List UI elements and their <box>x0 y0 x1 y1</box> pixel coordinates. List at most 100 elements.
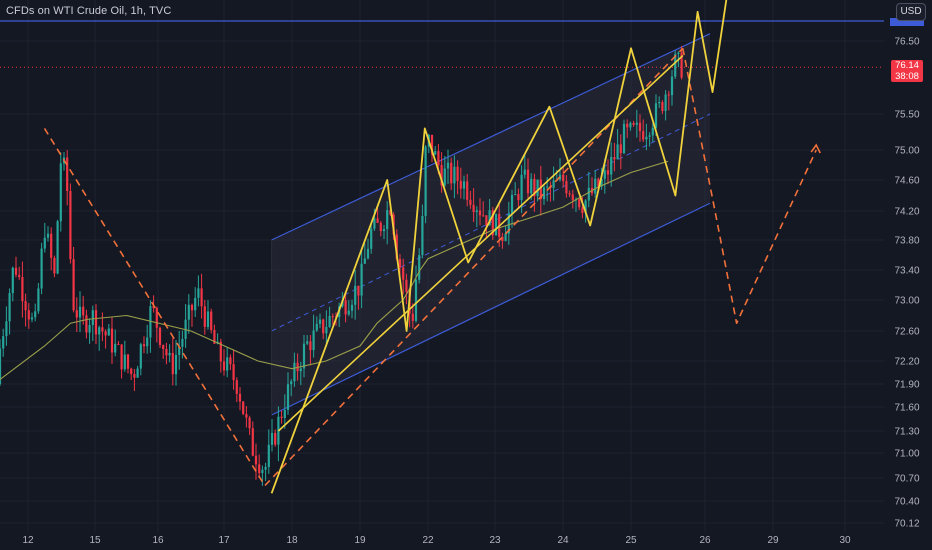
candle <box>469 191 472 209</box>
candle-body <box>200 288 203 307</box>
candle <box>72 246 75 313</box>
candle-body <box>562 174 565 182</box>
candle <box>667 90 670 111</box>
candle-body <box>123 354 126 370</box>
candle-body <box>510 194 514 214</box>
chart-title: CFDs on WTI Crude Oil, 1h, TVC <box>6 5 172 17</box>
candle <box>632 120 635 127</box>
candle-body <box>0 348 2 384</box>
candle <box>472 188 475 222</box>
y-tick-label: 73.80 <box>894 236 919 247</box>
candle <box>181 330 184 359</box>
candle <box>379 220 382 237</box>
candle-body <box>344 300 347 315</box>
candle <box>542 183 546 206</box>
candle <box>178 330 181 370</box>
candle <box>523 154 526 179</box>
candle <box>491 207 494 240</box>
candle <box>366 238 370 260</box>
candle-body <box>395 234 398 260</box>
candle <box>194 287 197 317</box>
candle <box>261 465 264 486</box>
candle-body <box>98 327 101 335</box>
x-tick-label: 15 <box>89 535 101 546</box>
candle <box>622 119 626 155</box>
candle-body <box>133 374 136 378</box>
candle-body <box>24 301 27 311</box>
x-tick-label: 12 <box>22 535 34 546</box>
candle <box>315 316 318 332</box>
candle <box>254 443 258 480</box>
candle <box>264 462 267 482</box>
candle-body <box>142 344 146 347</box>
candle-body <box>354 285 357 305</box>
candle-body <box>376 218 379 223</box>
candle-body <box>386 210 389 230</box>
candle-body <box>664 94 667 111</box>
candle <box>34 303 37 322</box>
candle-body <box>357 285 360 296</box>
candle-body <box>8 293 11 322</box>
candle <box>21 261 24 318</box>
currency-button[interactable]: USD <box>896 3 926 21</box>
candle-body <box>654 103 658 128</box>
candle <box>587 171 590 208</box>
candle-body <box>43 237 46 249</box>
candle <box>238 387 242 411</box>
candle-body <box>27 310 30 320</box>
candle <box>606 159 610 185</box>
candle <box>664 90 667 121</box>
candle-body <box>411 313 414 321</box>
candle-body <box>363 258 366 264</box>
x-tick-label: 19 <box>354 535 366 546</box>
candle <box>27 303 30 329</box>
candle <box>658 96 661 108</box>
candle-body <box>328 316 331 327</box>
candle-body <box>504 233 507 241</box>
candle <box>302 335 306 378</box>
candle <box>78 291 82 333</box>
candle <box>85 309 88 339</box>
candle <box>571 189 574 209</box>
candle-body <box>405 279 408 292</box>
candle-body <box>242 401 245 415</box>
x-tick-label: 29 <box>767 535 779 546</box>
candle <box>30 312 34 323</box>
candle <box>360 249 363 309</box>
candle-body <box>418 255 421 280</box>
candle-body <box>651 127 654 136</box>
candle-body <box>456 166 459 181</box>
candle <box>18 266 21 280</box>
x-tick-label: 17 <box>218 535 230 546</box>
candle-body <box>322 319 325 334</box>
candle <box>459 167 462 199</box>
candle-body <box>152 306 155 308</box>
y-tick-label: 75.50 <box>894 110 919 121</box>
candle <box>50 227 53 271</box>
candle-body <box>280 416 283 418</box>
candle-body <box>146 337 149 347</box>
candle-body <box>59 163 62 222</box>
x-tick-label: 16 <box>152 535 164 546</box>
candle-body <box>293 362 296 382</box>
candle <box>2 328 5 357</box>
candle-body <box>30 317 34 320</box>
candle-body <box>136 368 139 378</box>
candle <box>645 123 648 151</box>
candle <box>370 222 373 254</box>
candle-body <box>126 354 130 369</box>
candle-body <box>197 288 200 298</box>
candle <box>232 349 235 390</box>
time-axis: 12 15 16 17 18 19 22 23 24 25 26 29 30 <box>22 535 851 546</box>
y-tick-label: 75.00 <box>894 146 919 157</box>
candle <box>421 204 424 259</box>
candle <box>158 326 162 349</box>
candle-body <box>632 122 635 125</box>
candle-body <box>382 229 386 232</box>
candle-body <box>437 151 440 166</box>
candle-body <box>546 186 549 188</box>
candle-body <box>606 170 610 175</box>
candle <box>8 288 11 335</box>
